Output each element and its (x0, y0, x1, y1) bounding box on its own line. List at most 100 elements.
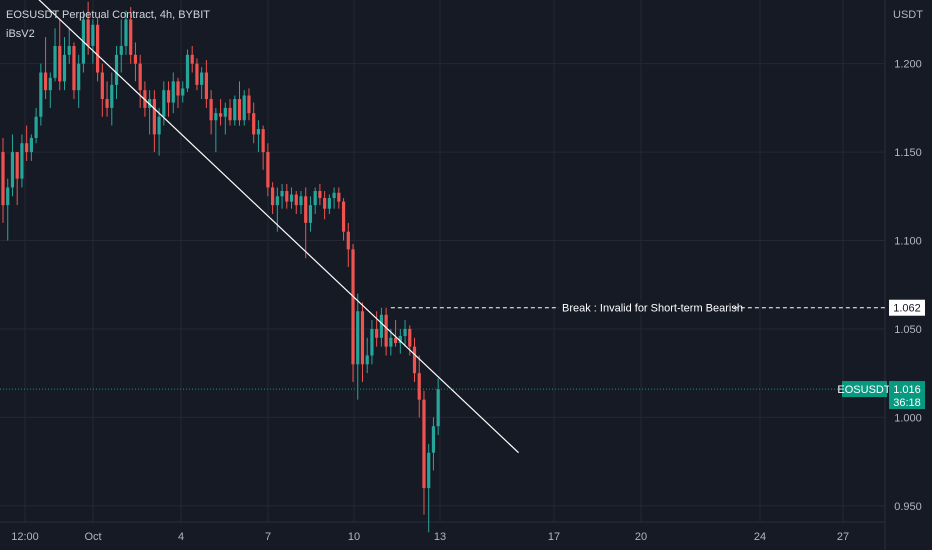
time-tick-label: 24 (754, 531, 766, 543)
bearish-trendline (38, 0, 519, 454)
chart-title: EOSUSDT Perpetual Contract, 4h, BYBIT (6, 9, 210, 21)
candle-body (214, 113, 218, 121)
candle-body (356, 311, 360, 365)
candle-body (218, 113, 223, 117)
candle-body (181, 88, 185, 96)
candle-body (223, 107, 227, 117)
candle-body (252, 113, 256, 135)
candle-body (15, 152, 19, 179)
candle-body (166, 90, 171, 103)
break-level-label: Break : Invalid for Short-term Bearish (562, 303, 743, 315)
candle-body (398, 336, 402, 344)
candle-body (190, 54, 194, 64)
candle-body (62, 54, 67, 82)
candle-body (436, 389, 440, 427)
candle-body (285, 190, 289, 202)
candle-body (77, 63, 81, 91)
candle-body (417, 373, 421, 400)
candle-body (72, 45, 76, 91)
candle-body (412, 346, 417, 374)
time-tick-label: 10 (348, 531, 360, 543)
price-tick-label: 1.050 (894, 324, 922, 336)
symbol-tag-bg (842, 381, 887, 398)
price-tick-label: 0.950 (894, 501, 922, 513)
candle-body (48, 77, 52, 91)
price-tick-label: 1.100 (894, 236, 922, 248)
time-tick-label: 17 (548, 531, 560, 543)
candle-body (389, 337, 393, 347)
candle-body (29, 137, 33, 153)
candle-body (431, 426, 436, 453)
candle-body (10, 152, 15, 188)
candle-body (157, 116, 161, 135)
candle-body (124, 19, 128, 46)
candle-body (1, 152, 5, 206)
candle-body (370, 328, 374, 356)
candle-body (176, 81, 180, 96)
candle-body (209, 99, 213, 121)
candle-body (341, 201, 346, 232)
candle-body (200, 72, 204, 85)
current-price-tag: 1.016 (893, 384, 921, 396)
candle-body (365, 355, 369, 365)
candle-body (100, 72, 104, 100)
candle-body (39, 72, 43, 117)
time-tick-label: 12:00 (11, 531, 39, 543)
candle-body (280, 190, 284, 197)
break-label-bg (559, 300, 731, 315)
bar-countdown: 36:18 (893, 397, 921, 409)
price-tick-label: 1.150 (894, 147, 922, 159)
break-level-tag-bg (889, 299, 925, 316)
candle-body (204, 72, 208, 100)
candle-body (152, 99, 156, 135)
candle-body (86, 19, 90, 46)
candle-body (261, 129, 265, 153)
candle-body (318, 190, 322, 199)
time-tick-label: Oct (84, 531, 101, 543)
candle-body (360, 311, 365, 365)
candle-body (185, 54, 190, 89)
candle-body (242, 95, 246, 121)
candle-body (393, 337, 398, 344)
candle-body (138, 63, 142, 91)
candle-body (228, 107, 232, 121)
candle-body (53, 45, 57, 78)
current-price-tag-bg (889, 381, 925, 410)
candle-body (133, 54, 138, 64)
price-tick-label: 1.000 (894, 412, 922, 424)
candle-body (327, 198, 331, 209)
candle-body (351, 249, 355, 365)
candle-body (384, 314, 388, 347)
candle-body (256, 129, 261, 135)
candle-body (299, 196, 303, 206)
candle-body (96, 24, 100, 73)
candle-body (337, 192, 341, 202)
candle-body (119, 45, 123, 55)
time-tick-label: 20 (635, 531, 647, 543)
candle-body (332, 192, 336, 199)
indicator-label: iBsV2 (6, 28, 35, 40)
candle-body (43, 72, 48, 91)
candle-body (110, 84, 114, 108)
candle-body (294, 194, 298, 206)
candle-body (308, 205, 313, 223)
time-tick-label: 13 (434, 531, 446, 543)
candle-body (266, 152, 270, 188)
candle-body (237, 99, 242, 121)
break-level-tag: 1.062 (893, 303, 921, 315)
candle-body (171, 81, 175, 103)
candle-body (58, 45, 62, 82)
time-tick-label: 4 (178, 531, 184, 543)
candle-body (275, 196, 279, 206)
candle-body (105, 99, 109, 108)
price-axis-unit: USDT (893, 9, 923, 21)
candle-body (34, 116, 38, 138)
candle-body (91, 24, 95, 46)
candle-body (304, 196, 308, 223)
time-tick-label: 7 (265, 531, 271, 543)
candle-body (422, 399, 426, 489)
candle-body (25, 143, 29, 153)
candle-body (289, 194, 294, 202)
